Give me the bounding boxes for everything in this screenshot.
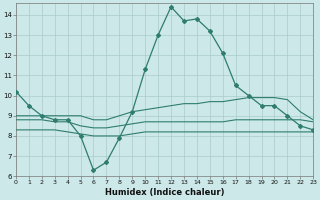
X-axis label: Humidex (Indice chaleur): Humidex (Indice chaleur) [105, 188, 224, 197]
